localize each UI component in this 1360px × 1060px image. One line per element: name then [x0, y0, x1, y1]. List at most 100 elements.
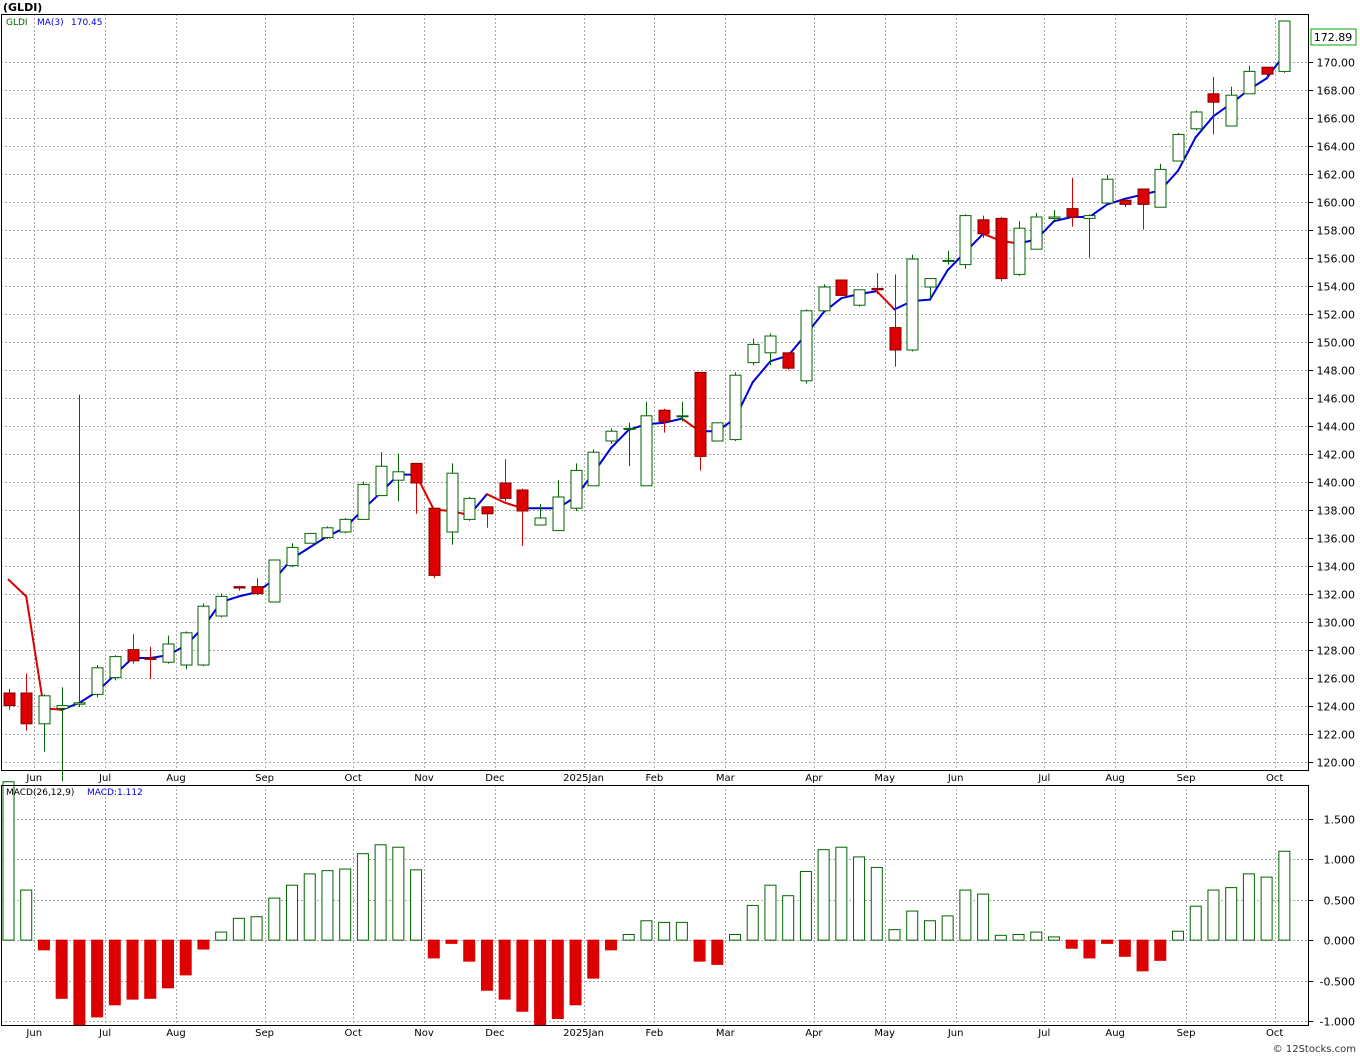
macd-y-tick-label: 0.000 [1324, 935, 1356, 948]
candlestick [516, 488, 529, 546]
candle-body [3, 692, 16, 707]
price-y-tick-label: 138.00 [1317, 505, 1356, 518]
macd-bar [1118, 939, 1131, 957]
price-x-tick-label: Feb [646, 773, 664, 784]
candlestick [73, 394, 86, 707]
candle-body [1119, 199, 1132, 205]
candle-body [1137, 188, 1150, 205]
candle-body [1154, 168, 1167, 208]
price-x-tick-label: Jul [1037, 773, 1050, 784]
candlestick [197, 603, 210, 667]
candlestick [711, 422, 724, 442]
candle-body [1207, 93, 1220, 103]
candle-body [109, 656, 122, 679]
candle-body [180, 632, 193, 666]
price-x-tick-label: Aug [166, 773, 186, 784]
macd-bar [37, 939, 50, 951]
price-y-tick-label: 124.00 [1317, 701, 1356, 714]
candle-body [747, 343, 760, 364]
candlestick [1119, 198, 1132, 208]
price-x-tick-label: Jun [947, 773, 964, 784]
candlestick [144, 646, 157, 679]
candlestick [1030, 212, 1043, 250]
macd-x-tick-label: Sep [1177, 1028, 1196, 1039]
macd-bar [1065, 939, 1078, 949]
candle-body [197, 605, 210, 666]
candle-body [959, 215, 972, 266]
candle-body [463, 497, 476, 520]
candle-body [481, 506, 494, 515]
candlestick [481, 506, 494, 528]
macd-bar [498, 939, 511, 1000]
price-x-tick-label: Dec [485, 773, 504, 784]
ma-line-segment [1194, 115, 1215, 139]
candlestick [463, 497, 476, 521]
ma-line-segment [1052, 216, 1073, 223]
macd-x-tick-label: 2025Jan [563, 1028, 604, 1039]
macd-bar [782, 895, 795, 941]
price-y-tick-label: 166.00 [1317, 113, 1356, 126]
macd-bar [410, 869, 423, 941]
candlestick [640, 401, 653, 487]
candlestick [38, 694, 51, 752]
candle-body [446, 472, 459, 533]
macd-x-tick-label: Jun [25, 1028, 42, 1039]
candle-body [233, 586, 246, 589]
macd-bar [746, 904, 759, 941]
price-y-tick-label: 168.00 [1317, 85, 1356, 98]
candlestick [1225, 86, 1238, 127]
candle-body [853, 289, 866, 306]
candle-body [995, 217, 1008, 280]
price-y-tick-label: 144.00 [1317, 421, 1356, 434]
ma-line-segment [1177, 136, 1197, 172]
last-price-tag [1310, 28, 1357, 46]
candlestick [321, 526, 334, 539]
macd-bar [853, 856, 866, 941]
candlestick [764, 333, 777, 366]
candle-body [1190, 111, 1203, 130]
macd-params-label: MACD(26,12,9) [6, 788, 74, 798]
macd-bar [463, 939, 476, 962]
macd-bar [427, 939, 440, 959]
candlestick [1048, 210, 1061, 222]
macd-x-tick-label: Mar [716, 1028, 736, 1039]
candlestick [286, 543, 299, 567]
macd-bar [268, 897, 281, 941]
price-x-tick-label: Sep [255, 773, 274, 784]
candlestick [162, 635, 175, 664]
watermark: © 12Stocks.com [1273, 1044, 1356, 1055]
macd-y-tick-label: 1.500 [1324, 814, 1356, 827]
macd-bar [817, 849, 830, 941]
macd-bar [480, 939, 493, 991]
candlestick [570, 463, 583, 511]
candlestick [233, 586, 246, 591]
price-y-tick-label: 158.00 [1317, 225, 1356, 238]
price-panel-frame [1, 14, 1309, 771]
macd-bar [2, 781, 15, 941]
candle-body [729, 374, 742, 441]
ma-line-segment [928, 269, 949, 301]
candlestick [1101, 175, 1114, 205]
macd-bar [1278, 850, 1291, 941]
candlestick [428, 507, 441, 579]
macd-bar [144, 939, 157, 999]
candlestick [91, 665, 104, 698]
candlestick [889, 274, 902, 367]
candlestick [180, 631, 193, 670]
candle-body [1261, 66, 1274, 75]
candlestick [1172, 133, 1185, 162]
candlestick [676, 401, 689, 422]
macd-bar [356, 853, 369, 941]
candle-body [977, 219, 990, 235]
price-x-tick-label: Oct [345, 773, 362, 784]
candlestick [694, 371, 707, 471]
price-x-tick-label: Jul [98, 773, 111, 784]
candle-body [676, 415, 689, 418]
candlestick [729, 372, 742, 441]
candlestick [747, 338, 760, 366]
macd-bar [339, 868, 352, 941]
macd-bar [321, 870, 334, 941]
macd-y-tick-label: 0.500 [1324, 895, 1356, 908]
macd-bar [551, 939, 564, 1020]
